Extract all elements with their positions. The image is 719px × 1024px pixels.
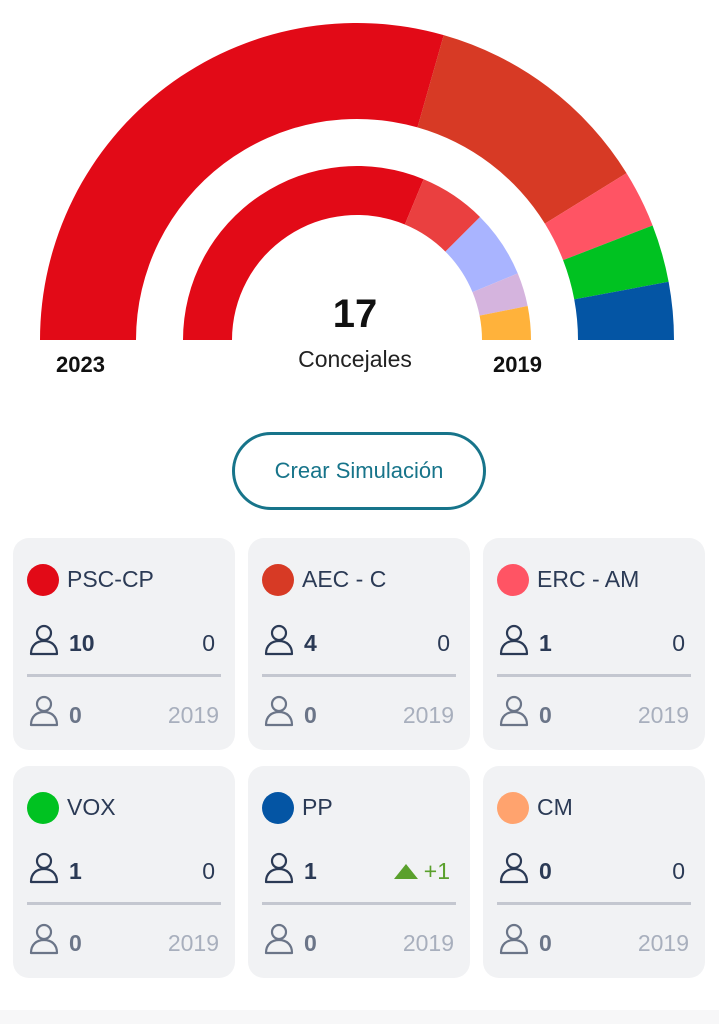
party-name: PSC-CP [67,566,154,592]
previous-seats: 0 [69,702,82,728]
person-icon [29,695,59,727]
current-seats: 0 [539,858,552,884]
person-icon [264,923,294,955]
person-icon [264,695,294,727]
inner-ring-year-label: 2019 [493,352,542,377]
card-divider [262,674,456,677]
hemicycle-chart [40,22,674,341]
bottom-strip [0,1010,719,1024]
person-icon [29,852,59,884]
person-icon [264,852,294,884]
party-name: PP [302,794,333,820]
card-divider [497,674,691,677]
party-name: CM [537,794,573,820]
previous-seats: 0 [69,930,82,956]
inner-ring-segment-3 [472,273,528,316]
party-color-dot [497,792,529,824]
party-card[interactable]: PP 1 +1 0 2019 [248,766,470,978]
previous-seats: 0 [304,702,317,728]
party-color-dot [497,564,529,596]
current-seats: 4 [304,630,317,656]
card-divider [27,902,221,905]
person-icon [499,624,529,656]
inner-ring-segment-1 [404,179,481,252]
current-seats: 10 [69,630,95,656]
previous-year: 2019 [167,930,219,956]
party-name: VOX [67,794,116,820]
outer-ring-year-label: 2023 [56,352,105,377]
party-color-dot [262,564,294,596]
current-seats: 1 [69,858,82,884]
party-card[interactable]: ERC - AM 1 0 0 2019 [483,538,705,750]
person-icon [499,923,529,955]
party-color-dot [27,792,59,824]
card-divider [497,902,691,905]
party-card[interactable]: PSC-CP 10 0 0 2019 [13,538,235,750]
total-seats-label: Concejales [298,346,412,372]
seat-change: 0 [202,858,215,885]
outer-ring-segment-1 [417,35,627,224]
party-color-dot [262,792,294,824]
inner-ring-segment-4 [479,306,531,340]
previous-year: 2019 [402,702,454,728]
previous-year: 2019 [167,702,219,728]
card-divider [27,674,221,677]
seat-change: 0 [202,630,215,657]
outer-ring-segment-2 [544,173,653,261]
party-card[interactable]: VOX 1 0 0 2019 [13,766,235,978]
previous-year: 2019 [637,702,689,728]
seat-change-value: 0 [437,630,450,656]
person-icon [499,852,529,884]
outer-ring-segment-0 [40,22,444,341]
seat-change-value: 0 [672,858,685,884]
person-icon [264,624,294,656]
seat-change-value: 0 [202,630,215,656]
person-icon [29,923,59,955]
party-card[interactable]: AEC - C 4 0 0 2019 [248,538,470,750]
outer-ring-segment-4 [574,281,674,340]
triangle-up-icon [393,864,418,879]
previous-year: 2019 [402,930,454,956]
seat-change: 0 [437,630,450,657]
party-card[interactable]: CM 0 0 0 2019 [483,766,705,978]
outer-ring-segment-3 [563,225,669,300]
inner-ring-segment-2 [445,216,518,293]
inner-ring-segment-0 [183,165,424,340]
total-seats-count: 17 [332,292,378,336]
party-name: AEC - C [302,566,387,592]
current-seats: 1 [304,858,317,884]
seat-change: +1 [393,858,450,885]
seat-change-value: 0 [202,858,215,884]
seat-change-value: +1 [423,858,450,884]
previous-seats: 0 [304,930,317,956]
current-seats: 1 [539,630,552,656]
seat-change-value: 0 [672,630,685,656]
previous-seats: 0 [539,702,552,728]
seat-change: 0 [672,630,685,657]
previous-seats: 0 [539,930,552,956]
party-color-dot [27,564,59,596]
person-icon [29,624,59,656]
seat-change: 0 [672,858,685,885]
create-simulation-button[interactable]: Crear Simulación [232,432,486,510]
person-icon [499,695,529,727]
party-name: ERC - AM [537,566,640,592]
previous-year: 2019 [637,930,689,956]
card-divider [262,902,456,905]
